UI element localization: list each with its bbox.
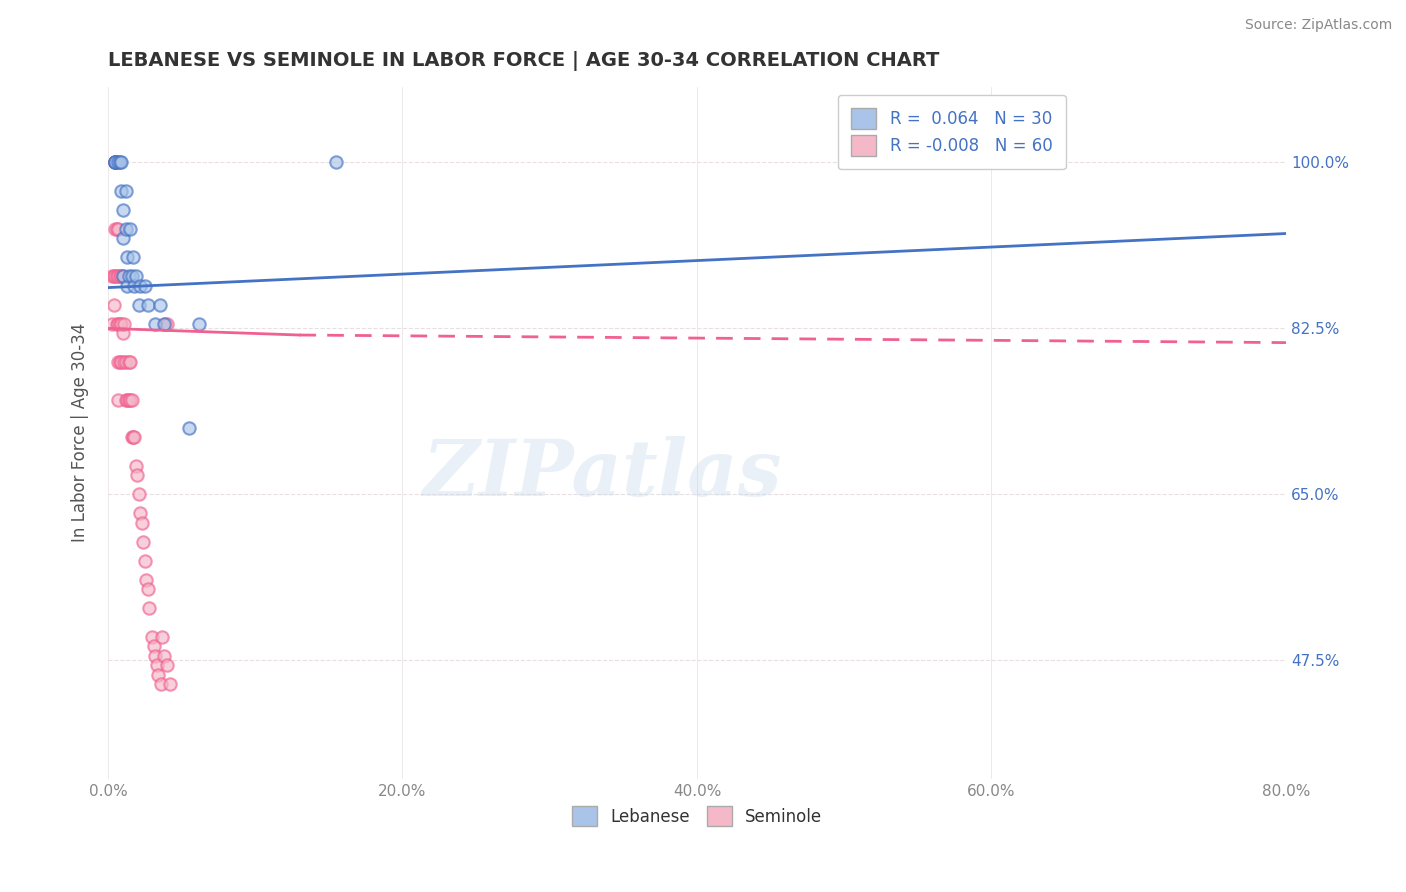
Point [138, 601, 160, 615]
Point [104, 155, 127, 169]
Point [108, 317, 131, 331]
Point [150, 677, 173, 691]
Point [142, 639, 165, 653]
Point [105, 155, 128, 169]
Point [148, 298, 170, 312]
Point [141, 630, 163, 644]
Point [101, 269, 124, 284]
Point [146, 667, 169, 681]
Point [112, 317, 135, 331]
Point [115, 250, 138, 264]
Point [325, 155, 347, 169]
Point [114, 184, 136, 198]
Point [104, 221, 127, 235]
Point [101, 317, 124, 331]
Point [111, 269, 134, 284]
Point [156, 317, 179, 331]
Point [111, 269, 134, 284]
Point [124, 278, 146, 293]
Point [110, 317, 132, 331]
Point [110, 155, 132, 169]
Point [105, 317, 128, 331]
Point [104, 269, 127, 284]
Y-axis label: In Labor Force | Age 30-34: In Labor Force | Age 30-34 [72, 323, 89, 542]
Point [153, 648, 176, 663]
Point [188, 317, 211, 331]
Point [107, 354, 129, 368]
Point [114, 392, 136, 407]
Point [110, 184, 132, 198]
Point [105, 269, 128, 284]
Point [156, 658, 179, 673]
Point [125, 458, 148, 473]
Point [115, 278, 138, 293]
Text: Source: ZipAtlas.com: Source: ZipAtlas.com [1244, 18, 1392, 32]
Point [107, 269, 129, 284]
Point [177, 421, 200, 435]
Point [120, 221, 142, 235]
Point [117, 354, 139, 368]
Point [120, 354, 142, 368]
Point [117, 269, 139, 284]
Point [132, 534, 155, 549]
Point [104, 155, 127, 169]
Point [110, 269, 132, 284]
Text: ZIPatlas: ZIPatlas [423, 436, 782, 513]
Point [121, 392, 143, 407]
Point [134, 278, 156, 293]
Point [117, 392, 139, 407]
Point [108, 354, 131, 368]
Point [111, 326, 134, 340]
Point [122, 430, 145, 444]
Point [122, 250, 145, 264]
Point [104, 155, 127, 169]
Point [114, 354, 136, 368]
Point [114, 221, 136, 235]
Point [112, 354, 135, 368]
Point [143, 317, 166, 331]
Point [125, 269, 148, 284]
Point [145, 658, 167, 673]
Point [152, 630, 174, 644]
Point [143, 648, 166, 663]
Point [103, 269, 125, 284]
Point [121, 269, 143, 284]
Point [159, 677, 181, 691]
Point [107, 392, 129, 407]
Point [129, 506, 152, 520]
Point [105, 221, 128, 235]
Point [153, 317, 176, 331]
Point [115, 392, 138, 407]
Point [104, 155, 127, 169]
Point [136, 298, 159, 312]
Point [129, 278, 152, 293]
Point [108, 269, 131, 284]
Point [127, 468, 149, 483]
Point [135, 573, 157, 587]
Legend: Lebanese, Seminole: Lebanese, Seminole [565, 799, 828, 833]
Point [121, 430, 143, 444]
Point [134, 554, 156, 568]
Text: LEBANESE VS SEMINOLE IN LABOR FORCE | AGE 30-34 CORRELATION CHART: LEBANESE VS SEMINOLE IN LABOR FORCE | AG… [108, 51, 939, 70]
Point [107, 317, 129, 331]
Point [131, 516, 153, 530]
Point [110, 354, 132, 368]
Point [136, 582, 159, 597]
Point [120, 392, 142, 407]
Point [128, 487, 150, 501]
Point [128, 298, 150, 312]
Point [155, 317, 177, 331]
Point [104, 155, 127, 169]
Point [111, 231, 134, 245]
Point [103, 298, 125, 312]
Point [108, 155, 131, 169]
Point [111, 202, 134, 217]
Point [124, 430, 146, 444]
Point [107, 155, 129, 169]
Point [107, 221, 129, 235]
